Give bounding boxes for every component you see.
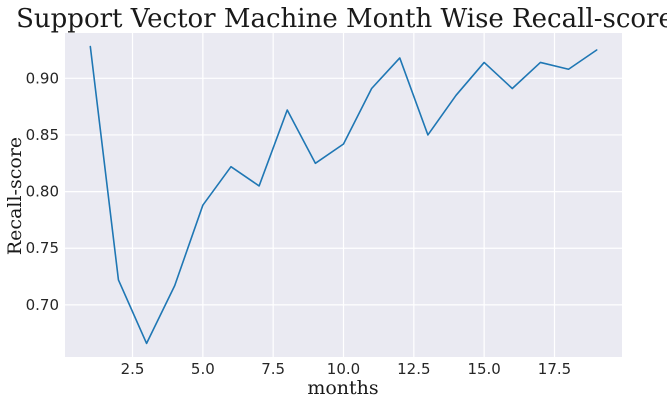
- x-tick-label: 15.0: [467, 360, 500, 378]
- y-tick-labels: 0.70 0.75 0.80 0.85 0.90: [26, 69, 59, 314]
- x-tick-label: 10.0: [327, 360, 360, 378]
- y-gridlines: [65, 77, 622, 306]
- x-tick-label: 7.5: [261, 360, 285, 378]
- x-tick-label: 5.0: [191, 360, 215, 378]
- y-axis-label: Recall-score: [4, 137, 26, 255]
- x-tick-label: 2.5: [121, 360, 145, 378]
- x-tick-label: 17.5: [538, 360, 571, 378]
- y-tick-label: 0.85: [26, 126, 59, 144]
- series-layer: [89, 45, 598, 345]
- x-tick-label: 12.5: [397, 360, 430, 378]
- y-tick-label: 0.75: [26, 239, 59, 257]
- x-gridlines: [131, 33, 556, 357]
- chart-title: Support Vector Machine Month Wise Recall…: [16, 4, 667, 34]
- y-tick-label: 0.70: [26, 296, 59, 314]
- y-tick-label: 0.80: [26, 183, 59, 201]
- y-tick-label: 0.90: [26, 69, 59, 87]
- x-axis-label: months: [307, 377, 378, 399]
- series-line: [89, 45, 598, 345]
- x-tick-labels: 2.5 5.0 7.5 10.0 12.5 15.0 17.5: [121, 360, 572, 378]
